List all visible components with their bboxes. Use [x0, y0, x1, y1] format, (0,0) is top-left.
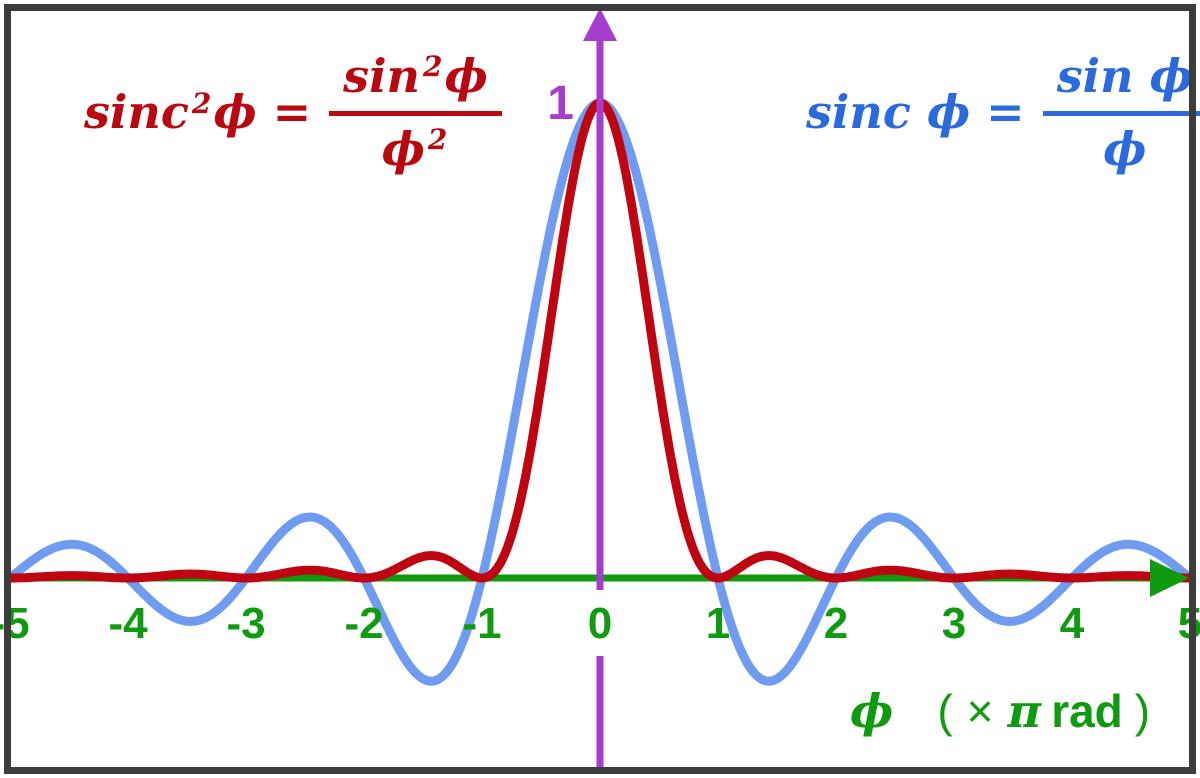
x-tick-label: -5: [0, 599, 30, 648]
pi-symbol: π: [1007, 684, 1042, 738]
fraction: sin ϕ ϕ: [1042, 49, 1200, 176]
x-tick-label: 3: [941, 599, 967, 648]
x-axis-label: ϕ ( × π rad ): [850, 684, 1150, 738]
x-tick-label: 4: [1059, 599, 1085, 648]
y-axis-arrowhead: [583, 9, 617, 41]
equals-sign: =: [272, 85, 312, 139]
equals-sign: =: [986, 85, 1025, 139]
x-tick-label: 0: [587, 599, 613, 648]
x-tick-label: -1: [462, 599, 502, 648]
fraction-numerator: sin 2ϕ: [329, 49, 502, 116]
x-tick-label: -2: [344, 599, 384, 648]
x-tick-label: -4: [108, 599, 148, 648]
formula-lhs: sinc 2ϕ: [84, 85, 257, 139]
x-tick-label: 2: [823, 599, 849, 648]
formula-sinc: sinc ϕ = sin ϕ ϕ: [806, 44, 1200, 180]
formula-lhs: sinc ϕ: [806, 85, 971, 139]
rad-unit: rad: [1051, 685, 1123, 737]
x-tick-label: -3: [226, 599, 266, 648]
x-tick-label: 5: [1177, 599, 1200, 648]
fraction-denominator: ϕ: [1103, 121, 1147, 176]
close-paren: ): [1134, 685, 1151, 737]
open-paren: (: [937, 685, 953, 737]
y-peak-label: 1: [547, 77, 574, 130]
times-sign: ×: [966, 685, 994, 737]
x-axis-arrowhead: [1150, 559, 1189, 597]
phi-symbol: ϕ: [850, 684, 894, 738]
x-tick-label: 1: [705, 599, 731, 648]
fraction-numerator: sin ϕ: [1042, 49, 1200, 116]
